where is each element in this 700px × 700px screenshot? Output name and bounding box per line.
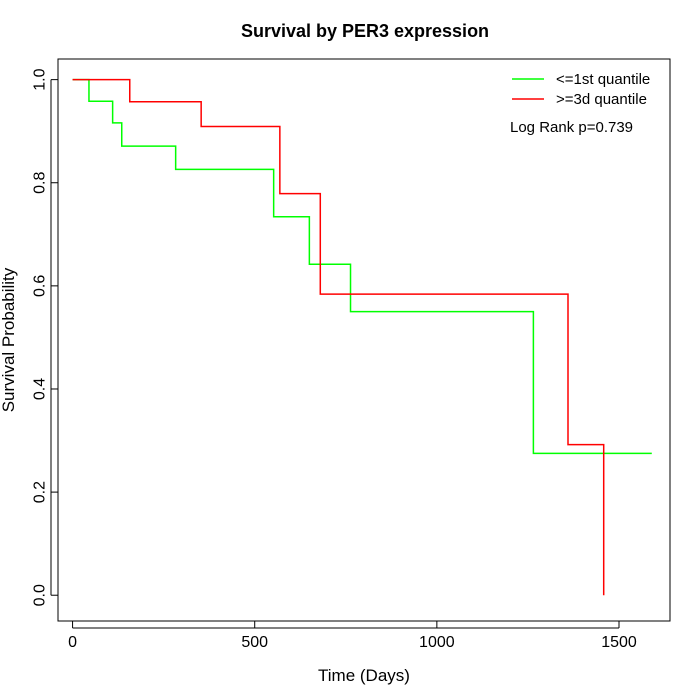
legend-label: <=1st quantile: [556, 71, 650, 88]
y-tick-label: 0.0: [32, 584, 49, 606]
legend-label: >=3d quantile: [556, 91, 647, 108]
x-tick-label: 0: [68, 634, 77, 651]
y-axis-label: Survival Probability: [0, 267, 18, 412]
y-tick-label: 0.2: [32, 481, 49, 503]
legend: <=1st quantile >=3d quantile: [512, 71, 650, 108]
x-axis-label: Time (Days): [318, 666, 410, 685]
y-tick-label: 0.4: [32, 378, 49, 400]
x-axis: 0 500 1000 1500: [68, 621, 637, 651]
x-tick-label: 500: [241, 634, 268, 651]
y-axis: 0.0 0.2 0.4 0.6 0.8 1.0: [32, 68, 58, 606]
series-lines: [72, 78, 652, 596]
x-tick-label: 1500: [601, 634, 637, 651]
y-tick-label: 0.6: [32, 275, 49, 297]
y-tick-label: 1.0: [32, 68, 49, 90]
y-tick-label: 0.8: [32, 172, 49, 194]
series-line: [72, 78, 652, 455]
series-line: [72, 78, 605, 596]
x-tick-label: 1000: [419, 634, 455, 651]
log-rank-annotation: Log Rank p=0.739: [510, 119, 633, 136]
plot-frame: [57, 58, 671, 622]
chart-title: Survival by PER3 expression: [241, 21, 489, 41]
